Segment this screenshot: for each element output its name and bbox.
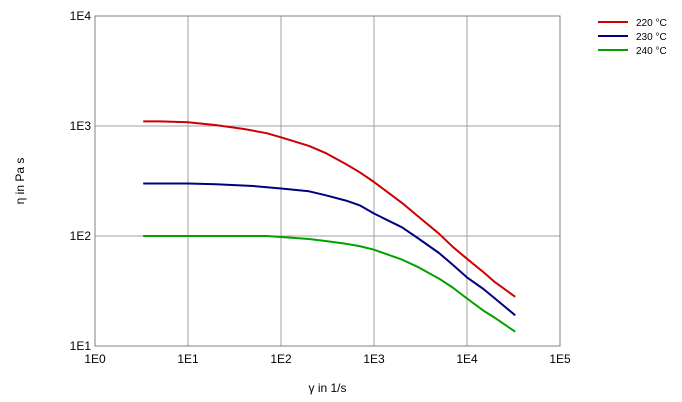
x-tick-label: 1E3 <box>363 352 385 366</box>
y-axis-label: η in Pa s <box>13 158 27 205</box>
series-lines <box>143 120 516 333</box>
x-tick-label: 1E2 <box>270 352 292 366</box>
x-tick-label: 1E0 <box>84 352 106 366</box>
x-tick-label: 1E4 <box>456 352 478 366</box>
x-tick-label: 1E1 <box>177 352 199 366</box>
y-tick-label: 1E1 <box>70 339 92 353</box>
y-tick-label: 1E2 <box>70 229 92 243</box>
series-line-3 <box>143 235 516 333</box>
y-tick-label: 1E4 <box>70 9 92 23</box>
x-tick-label: 1E5 <box>549 352 571 366</box>
legend-label: 230 °C <box>636 32 667 43</box>
series-line-2 <box>143 182 516 317</box>
series-line-1 <box>143 120 516 298</box>
y-tick-label: 1E3 <box>70 119 92 133</box>
legend: 220 °C 230 °C 240 °C <box>598 18 667 57</box>
plot-frame <box>94 15 561 347</box>
grid <box>94 15 561 347</box>
legend-label: 240 °C <box>636 46 667 57</box>
x-axis-label: γ in 1/s <box>308 381 346 395</box>
legend-label: 220 °C <box>636 18 667 29</box>
